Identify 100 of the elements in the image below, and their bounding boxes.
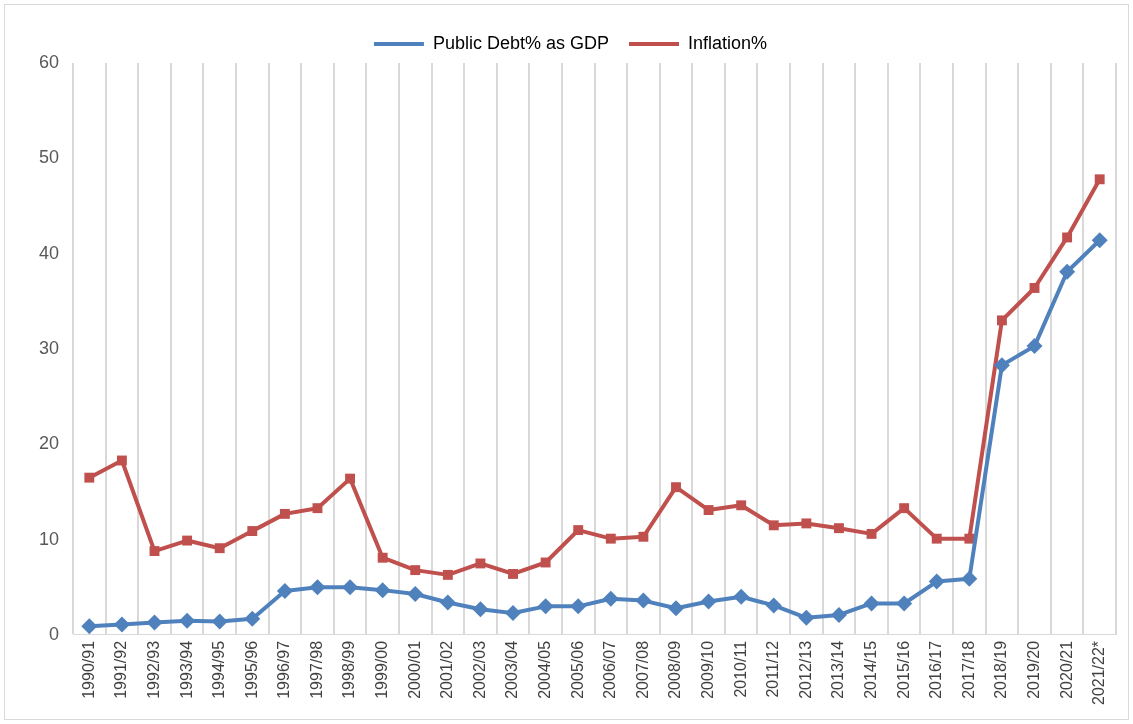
point	[377, 552, 388, 563]
legend-label: Public Debt% as GDP	[432, 32, 610, 53]
point	[635, 592, 652, 609]
x-tick-label: 2021/22*	[1090, 640, 1108, 705]
x-tick-label: 2000/01	[405, 640, 423, 699]
point	[605, 533, 616, 544]
x-tick-label: 1992/93	[144, 640, 162, 699]
point	[407, 585, 424, 602]
point	[638, 531, 649, 542]
x-tick-label: 1999/00	[373, 640, 391, 699]
x-tick-label: 2003/04	[503, 640, 521, 699]
point	[537, 598, 554, 615]
point	[279, 508, 290, 519]
x-tick-label: 1990/91	[79, 640, 97, 699]
point	[899, 503, 910, 514]
x-tick-label: 1994/95	[210, 640, 228, 699]
point	[671, 482, 681, 493]
y-tick-label: 50	[38, 147, 60, 168]
x-tick-label: 2016/17	[927, 640, 945, 699]
point	[700, 593, 717, 610]
x-tick-label: 2004/05	[536, 640, 554, 699]
x-tick-label: 2002/03	[470, 640, 488, 699]
point	[179, 612, 196, 629]
x-tick-label: 2014/15	[861, 640, 879, 699]
x-tick-label: 2015/16	[894, 640, 912, 699]
x-tick-label: 2018/19	[992, 640, 1010, 699]
point	[442, 569, 453, 580]
point	[439, 594, 456, 611]
point	[540, 557, 551, 568]
point	[931, 533, 942, 544]
point	[374, 582, 391, 599]
x-tick-label: 2008/09	[666, 640, 684, 699]
x-tick-label: 2011/12	[764, 640, 782, 698]
point	[505, 605, 522, 622]
point	[508, 568, 518, 579]
point	[214, 543, 225, 554]
point	[84, 472, 95, 483]
point	[798, 609, 815, 626]
point	[309, 579, 326, 596]
x-tick-label: 2009/10	[698, 640, 716, 699]
x-tick-label: 2007/08	[633, 640, 651, 699]
point	[703, 505, 714, 516]
point	[116, 455, 127, 466]
x-tick-label: 2001/02	[438, 640, 456, 699]
point	[211, 613, 228, 630]
point	[570, 598, 587, 615]
y-tick-label: 10	[38, 528, 60, 549]
point	[834, 523, 844, 534]
point	[896, 595, 913, 612]
x-tick-label: 1991/92	[112, 640, 130, 699]
point	[961, 570, 978, 587]
point	[765, 597, 782, 614]
point	[146, 614, 163, 631]
y-tick-label: 60	[38, 51, 60, 72]
x-tick-label: 1996/97	[275, 640, 293, 699]
point	[1091, 232, 1108, 249]
point	[472, 601, 489, 618]
x-tick-label: 2020/21	[1057, 640, 1075, 699]
y-tick-label: 30	[38, 337, 60, 358]
point	[830, 606, 847, 623]
point	[149, 546, 160, 556]
x-tick-label: 1995/96	[242, 640, 260, 699]
point	[1029, 283, 1040, 293]
point	[736, 500, 747, 511]
x-tick-label: 1993/94	[177, 640, 195, 699]
point	[475, 558, 486, 569]
point	[182, 535, 193, 546]
x-tick-label: 2005/06	[568, 640, 586, 699]
point	[244, 610, 261, 627]
x-tick-label: 2017/18	[959, 640, 977, 699]
point	[247, 526, 258, 536]
point	[81, 618, 98, 635]
point	[345, 473, 356, 484]
point	[410, 565, 421, 576]
point	[801, 518, 812, 529]
point	[573, 525, 584, 536]
point	[768, 520, 779, 531]
point	[276, 583, 293, 600]
y-tick-label: 0	[49, 623, 60, 644]
point	[928, 573, 945, 590]
point	[1094, 174, 1105, 185]
point	[866, 528, 877, 539]
x-tick-label: 2012/13	[796, 640, 814, 699]
point	[312, 503, 323, 514]
point	[602, 590, 619, 607]
point	[1062, 232, 1073, 243]
point	[342, 579, 359, 596]
point	[863, 595, 880, 612]
point	[667, 600, 684, 617]
point	[996, 315, 1007, 326]
x-tick-label: 2019/20	[1024, 640, 1042, 699]
point	[1059, 263, 1076, 280]
x-tick-label: 2010/11	[731, 640, 749, 698]
x-tick-label: 2013/14	[829, 640, 847, 699]
point	[113, 616, 130, 633]
point	[993, 357, 1010, 374]
legend-label: Inflation%	[688, 32, 768, 53]
y-tick-label: 20	[38, 433, 60, 454]
x-tick-label: 1998/99	[340, 640, 358, 699]
point	[1026, 338, 1043, 355]
